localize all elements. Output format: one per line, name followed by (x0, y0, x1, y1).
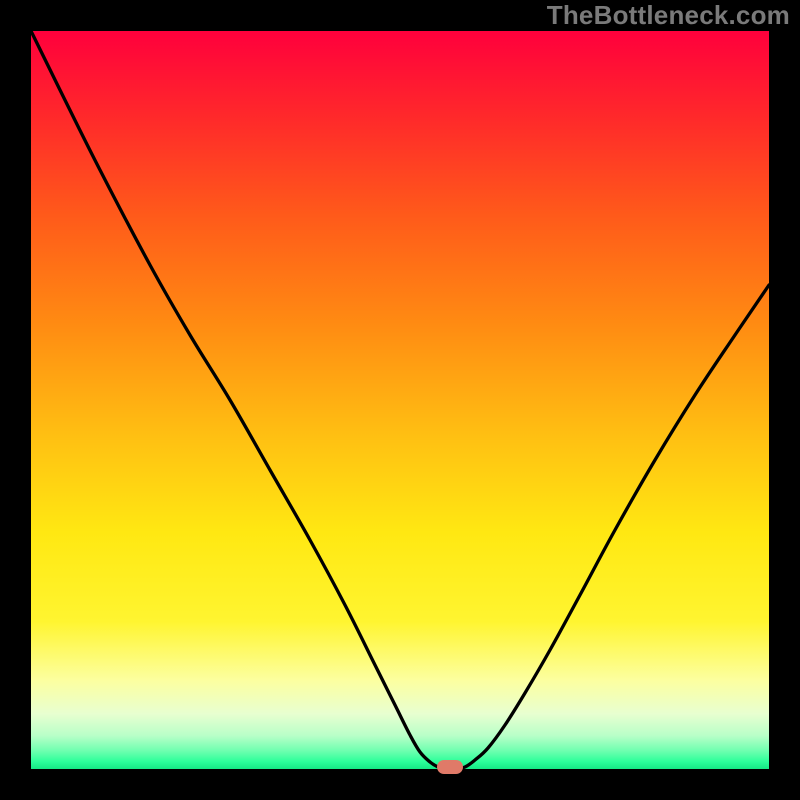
chart-container: TheBottleneck.com (0, 0, 800, 800)
watermark-text: TheBottleneck.com (547, 0, 790, 31)
minimum-marker (437, 760, 463, 774)
bottleneck-chart (0, 0, 800, 800)
plot-gradient-background (31, 31, 769, 769)
